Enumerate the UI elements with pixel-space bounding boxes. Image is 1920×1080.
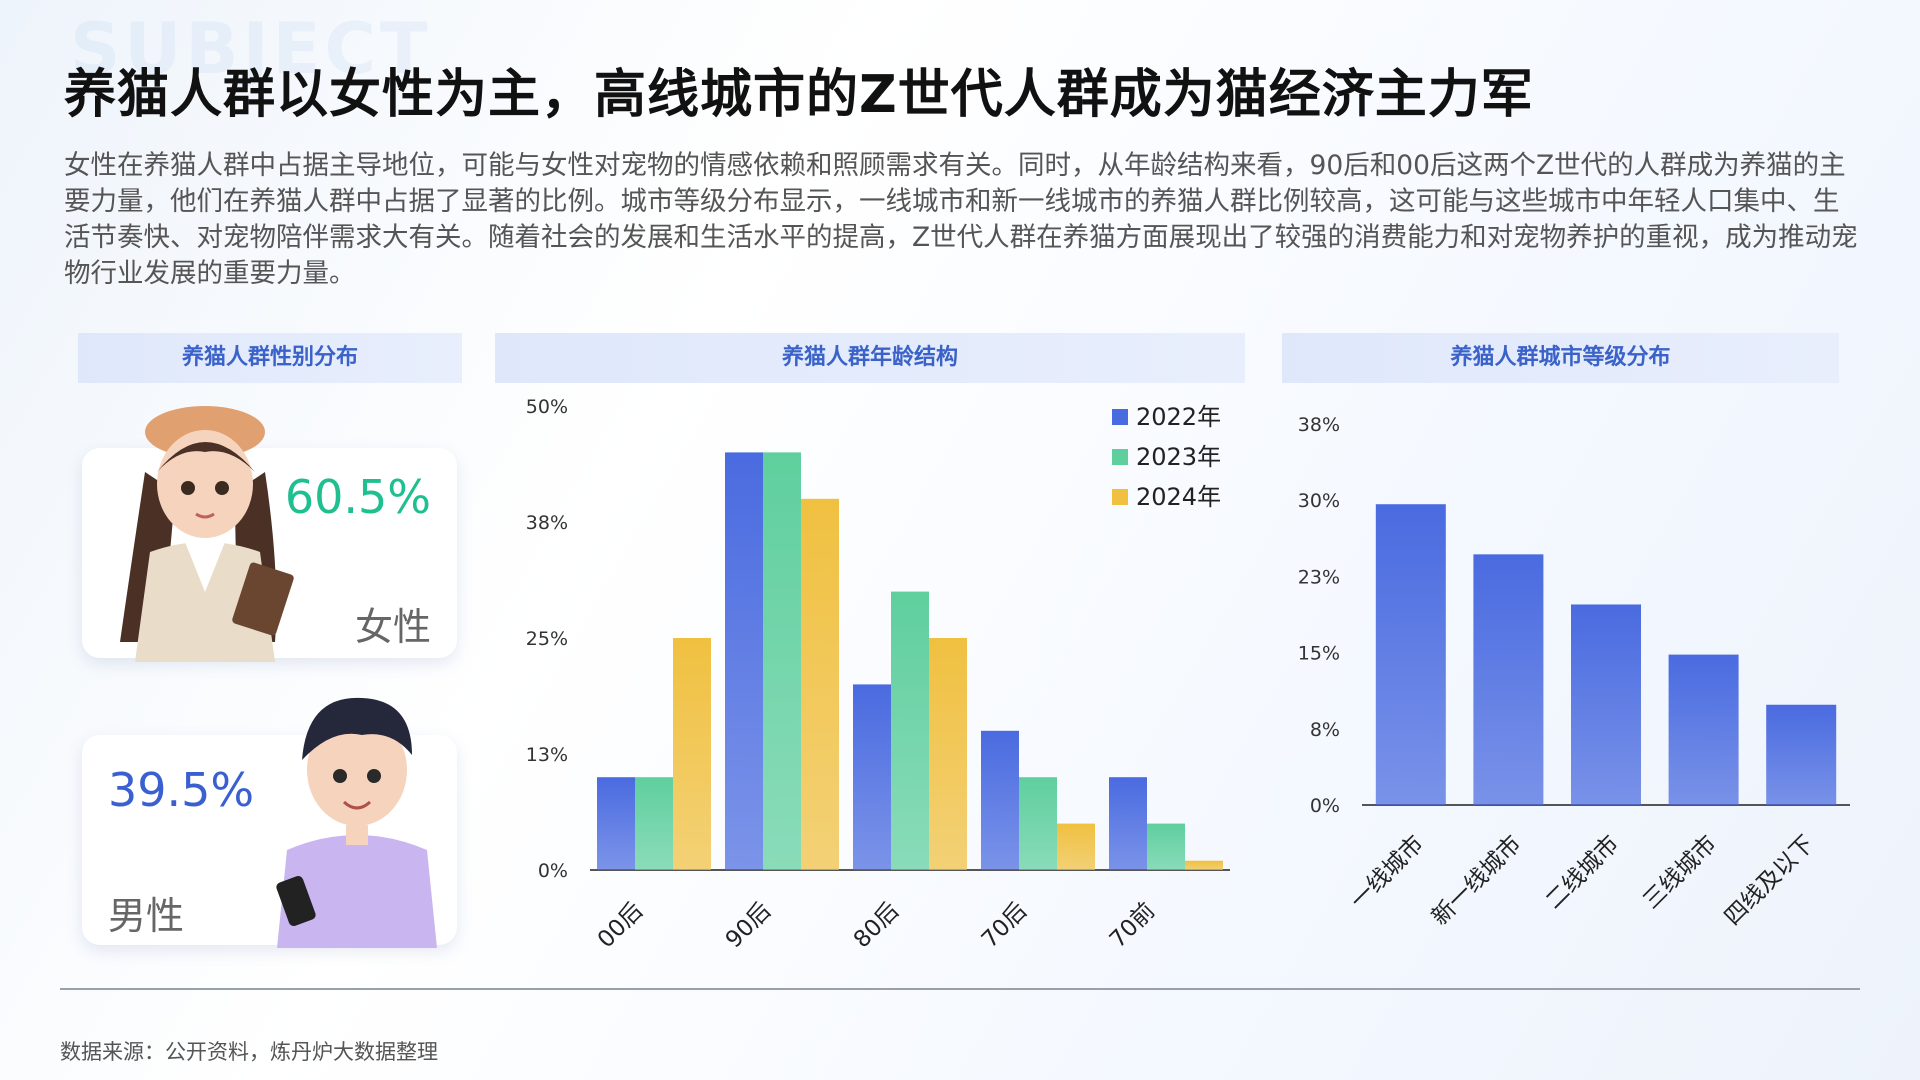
bar-2023年-70前	[1147, 823, 1185, 870]
bar-2024年-80后	[929, 638, 967, 870]
y-tick-label: 38%	[526, 512, 568, 534]
x-category-label: 二线城市	[1541, 831, 1624, 914]
bar-2024年-00后	[673, 638, 711, 870]
age-panel-header: 养猫人群年龄结构	[495, 333, 1245, 383]
bar-2022年-90后	[725, 452, 763, 870]
bar-2024年-70后	[1057, 823, 1095, 870]
y-tick-label: 25%	[526, 628, 568, 650]
female-label: 女性	[354, 605, 431, 649]
bar-2022年-00后	[597, 777, 635, 870]
y-tick-label: 50%	[526, 396, 568, 418]
y-tick-label: 38%	[1298, 414, 1340, 436]
legend-label: 2022年	[1136, 403, 1221, 431]
bar-2024年-90后	[801, 498, 839, 870]
bar-一线城市	[1375, 504, 1446, 805]
bar-二线城市	[1571, 604, 1641, 805]
age-structure-chart: 0% 13% 25% 38% 50% 00后 90后 80后 70后 70前 2022年 2023年 2…	[526, 396, 1230, 953]
legend-label: 2024年	[1136, 483, 1221, 511]
x-category-label: 70后	[977, 898, 1032, 953]
bar-新一线城市	[1473, 554, 1544, 805]
y-tick-label: 23%	[1298, 566, 1340, 588]
bar-2023年-00后	[635, 777, 673, 870]
legend-swatch-2022年	[1112, 409, 1128, 425]
bar-三线城市	[1668, 654, 1739, 805]
x-category-label: 00后	[593, 898, 648, 953]
intro-paragraph: 女性在养猫人群中占据主导地位，可能与女性对宠物的情感依赖和照顾需求有关。同时，从…	[64, 150, 1858, 289]
y-tick-label: 0%	[1310, 795, 1340, 817]
bar-2022年-80后	[853, 684, 891, 870]
x-category-label: 90后	[721, 898, 776, 953]
y-tick-label: 8%	[1310, 719, 1340, 741]
male-label: 男性	[108, 894, 185, 938]
y-tick-label: 13%	[526, 744, 568, 766]
x-category-label: 80后	[849, 898, 904, 953]
footer-divider	[60, 988, 1860, 990]
bar-2023年-80后	[891, 591, 929, 870]
bar-四线及以下	[1766, 704, 1837, 805]
legend-swatch-2023年	[1112, 449, 1128, 465]
x-category-label: 新一线城市	[1427, 831, 1527, 931]
gender-panel-header: 养猫人群性别分布	[78, 333, 462, 383]
bar-2022年-70后	[981, 730, 1019, 870]
data-source-note: 数据来源：公开资料，炼丹炉大数据整理	[60, 1040, 438, 1064]
bar-2024年-70前	[1185, 860, 1223, 870]
male-avatar-illustration	[276, 697, 437, 948]
female-percentage: 60.5%	[284, 470, 431, 524]
legend-label: 2023年	[1136, 443, 1221, 471]
x-category-label: 四线及以下	[1720, 831, 1820, 931]
x-category-label: 70前	[1105, 898, 1160, 953]
x-category-label: 一线城市	[1346, 831, 1429, 914]
x-category-label: 三线城市	[1638, 831, 1721, 914]
bar-2023年-90后	[763, 452, 801, 870]
y-tick-label: 15%	[1298, 643, 1340, 665]
legend-swatch-2024年	[1112, 489, 1128, 505]
page-title: 养猫人群以女性为主，高线城市的Z世代人群成为猫经济主力军	[64, 65, 1534, 125]
y-tick-label: 30%	[1298, 490, 1340, 512]
bar-2023年-70后	[1019, 777, 1057, 870]
bar-2022年-70前	[1109, 777, 1147, 870]
city-panel-header: 养猫人群城市等级分布	[1282, 333, 1839, 383]
y-tick-label: 0%	[538, 860, 568, 882]
watermark-text: SUBJECT	[70, 8, 432, 90]
female-avatar-illustration	[120, 406, 294, 662]
male-percentage: 39.5%	[108, 763, 255, 817]
